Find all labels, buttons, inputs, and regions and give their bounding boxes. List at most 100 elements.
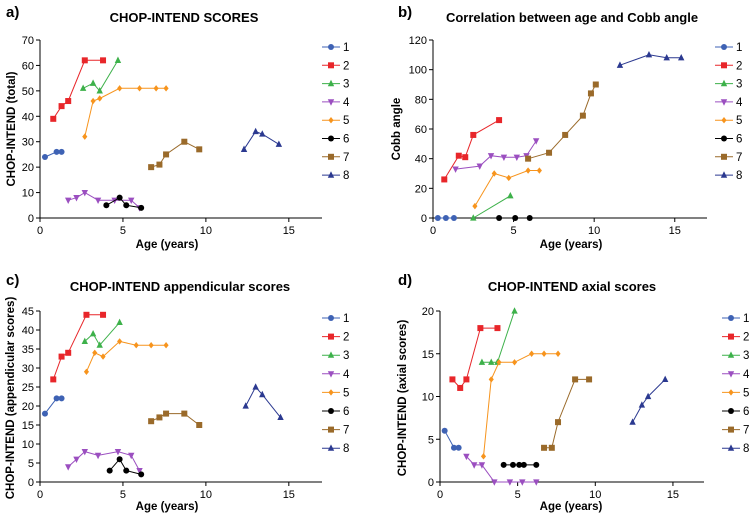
legend-label: 5 bbox=[343, 387, 349, 399]
series-8 bbox=[240, 127, 283, 152]
data-point bbox=[96, 87, 103, 94]
chart-title: Correlation between age and Cobb angle bbox=[446, 10, 698, 25]
data-point bbox=[240, 145, 248, 152]
data-point bbox=[41, 410, 48, 417]
y-tick-label: 10 bbox=[22, 188, 34, 200]
data-point bbox=[496, 359, 502, 366]
series-1 bbox=[441, 427, 462, 451]
legend-label: 2 bbox=[343, 332, 349, 344]
data-point bbox=[478, 462, 486, 469]
legend-item-8: 8 bbox=[322, 443, 349, 455]
data-point bbox=[116, 456, 123, 463]
data-point bbox=[148, 418, 155, 425]
legend-marker bbox=[327, 444, 335, 451]
legend-label: 4 bbox=[343, 97, 350, 109]
y-tick-label: 80 bbox=[415, 94, 427, 106]
legend-item-5: 5 bbox=[715, 115, 742, 127]
data-point bbox=[472, 202, 478, 210]
data-point bbox=[81, 337, 88, 344]
data-point bbox=[65, 197, 72, 204]
legend-label: 5 bbox=[736, 115, 742, 127]
data-point bbox=[616, 61, 624, 68]
data-point bbox=[116, 194, 123, 201]
data-point bbox=[242, 402, 249, 409]
legend-label: 1 bbox=[343, 42, 349, 54]
data-point bbox=[90, 97, 96, 105]
data-point bbox=[579, 112, 586, 119]
legend-item-3: 3 bbox=[322, 79, 349, 91]
legend-label: 3 bbox=[343, 79, 349, 91]
data-point bbox=[450, 444, 457, 451]
legend-item-8: 8 bbox=[722, 443, 749, 455]
data-point bbox=[41, 153, 48, 160]
legend-label: 4 bbox=[343, 369, 350, 381]
legend-label: 1 bbox=[743, 313, 749, 325]
data-point bbox=[148, 164, 155, 171]
data-point bbox=[81, 189, 88, 197]
data-point bbox=[644, 392, 652, 400]
x-tick-label: 5 bbox=[120, 489, 126, 501]
series-line bbox=[619, 54, 682, 66]
x-tick-label: 15 bbox=[667, 489, 679, 501]
y-tick-label: 20 bbox=[22, 162, 34, 174]
x-tick-label: 0 bbox=[37, 489, 43, 501]
data-point bbox=[81, 449, 88, 456]
y-tick-label: 40 bbox=[415, 154, 427, 166]
legend-label: 3 bbox=[743, 350, 749, 362]
data-point bbox=[138, 471, 145, 478]
series-4 bbox=[65, 189, 143, 212]
series-4 bbox=[463, 453, 540, 486]
panel-1: a) CHOP-INTEND SCORES 0 10 20 30 40 50 60 70 0 5 10 1… bbox=[6, 4, 350, 251]
series-line bbox=[481, 310, 515, 363]
data-point bbox=[275, 140, 283, 147]
data-point bbox=[123, 467, 130, 474]
series-line bbox=[443, 119, 500, 180]
series-line bbox=[84, 87, 167, 137]
y-tick-label: 30 bbox=[22, 363, 34, 375]
y-tick-label: 30 bbox=[22, 137, 34, 149]
series-5 bbox=[480, 350, 561, 460]
data-point bbox=[519, 479, 526, 486]
data-point bbox=[252, 383, 259, 390]
legend-label: 7 bbox=[343, 152, 349, 164]
data-point bbox=[50, 376, 57, 383]
series-line bbox=[106, 197, 142, 209]
legend-item-7: 7 bbox=[322, 425, 349, 437]
legend-label: 6 bbox=[343, 134, 349, 146]
data-point bbox=[592, 81, 599, 88]
data-point bbox=[65, 98, 72, 105]
legend-marker bbox=[327, 371, 335, 378]
data-point bbox=[663, 54, 670, 61]
data-point bbox=[163, 342, 169, 349]
x-tick-label: 15 bbox=[283, 225, 295, 237]
data-point bbox=[511, 307, 518, 314]
legend-label: 8 bbox=[743, 443, 749, 455]
data-point bbox=[526, 215, 533, 221]
data-point bbox=[678, 54, 685, 61]
data-point bbox=[117, 85, 123, 92]
legend-label: 5 bbox=[743, 387, 749, 399]
data-point bbox=[259, 390, 266, 398]
data-point bbox=[123, 202, 130, 209]
series-1 bbox=[41, 148, 65, 160]
data-point bbox=[252, 127, 259, 135]
y-tick-label: 100 bbox=[409, 65, 427, 77]
legend-marker bbox=[328, 408, 334, 414]
series-line bbox=[52, 59, 103, 120]
y-tick-label: 50 bbox=[22, 86, 34, 98]
data-point bbox=[128, 452, 135, 460]
y-tick-label: 5 bbox=[428, 434, 434, 446]
legend: 1 2 3 4 5 6 7 8 bbox=[322, 42, 350, 182]
x-axis-label: Age (years) bbox=[540, 239, 603, 251]
data-point bbox=[586, 376, 593, 383]
legend-label: 4 bbox=[736, 97, 743, 109]
y-tick-label: 120 bbox=[409, 35, 427, 47]
data-point bbox=[50, 115, 57, 122]
chart-title: CHOP-INTEND appendicular scores bbox=[70, 279, 290, 294]
legend-marker bbox=[327, 171, 335, 178]
data-point bbox=[100, 57, 107, 64]
series-7 bbox=[148, 138, 203, 171]
y-tick-label: 10 bbox=[22, 439, 34, 451]
y-axis-label: Cobb angle bbox=[391, 98, 403, 161]
data-point bbox=[94, 197, 102, 204]
